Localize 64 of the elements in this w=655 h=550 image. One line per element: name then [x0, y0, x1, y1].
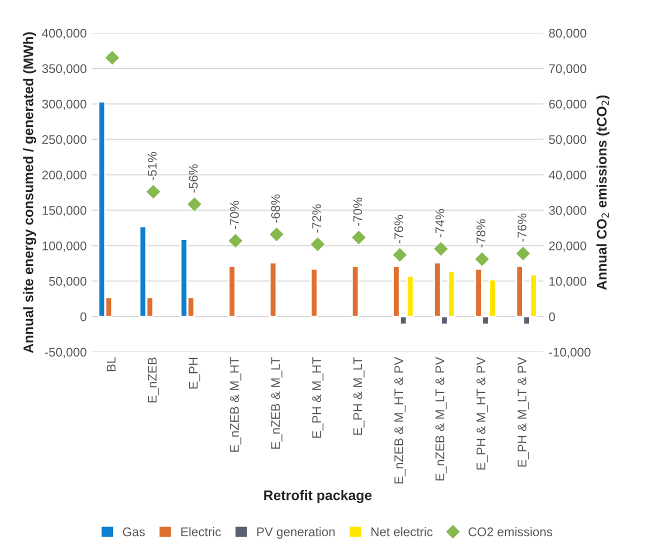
- x-tick-label: E_PH & M_HT & PV: [476, 356, 488, 470]
- bar: [228, 266, 236, 318]
- x-tick-label: BL: [106, 357, 116, 372]
- point: [270, 228, 284, 241]
- annotation: -70%: [353, 198, 362, 226]
- y-tick-label: 400,000: [42, 28, 86, 40]
- point: [228, 234, 242, 248]
- x-tick-label: E_nZEB & M_HT & PV: [394, 356, 406, 484]
- legend-label: CO2 emissions: [468, 527, 552, 536]
- x-tick-label: E_nZEB & M_LT & PV: [436, 356, 447, 480]
- x-tick-label: E_nZEB & M_HT: [230, 357, 242, 452]
- legend-label: Electric: [181, 527, 221, 536]
- point: [434, 242, 448, 256]
- annotation: -78%: [476, 219, 486, 248]
- x-tick-label: E_nZEB: [148, 358, 160, 402]
- y-tick-label: 250,000: [42, 135, 86, 146]
- bar: [269, 262, 277, 318]
- annotation: -56%: [188, 164, 198, 193]
- y2-axis-title: Annual CO$_{2}$ emissions (tCO$_{2}$): [596, 95, 610, 290]
- y-tick-label: 200,000: [42, 170, 86, 181]
- annotation: -68%: [271, 194, 280, 223]
- annotation: -70%: [230, 200, 239, 230]
- x-tick-label: E_PH & M_LT & PV: [518, 356, 529, 467]
- point: [475, 252, 489, 266]
- y-tick-label: 300,000: [42, 100, 86, 110]
- point: [188, 198, 202, 211]
- y2-tick-label: 20,000: [549, 241, 586, 252]
- y2-tick-label: 60,000: [549, 100, 586, 110]
- legend-label: Gas: [122, 527, 145, 536]
- legend-label: Net electric: [371, 527, 433, 536]
- x-tick-label: E_PH & M_LT: [353, 357, 364, 435]
- annotation: -76%: [394, 215, 404, 244]
- y2-tick-label: 70,000: [549, 64, 586, 75]
- bar: [310, 268, 318, 318]
- bar: [351, 266, 360, 318]
- point: [393, 248, 406, 262]
- y2-tick-label: 0: [549, 312, 555, 322]
- x-tick-label: E_nZEB & M_LT: [271, 357, 282, 449]
- y2-tick-label: 30,000: [548, 206, 586, 216]
- y2-tick-label: 50,000: [549, 135, 586, 146]
- annotation: -51%: [148, 152, 157, 180]
- point: [146, 185, 160, 198]
- legend-label: PV generation: [257, 527, 335, 539]
- y2-tick-label: -10,000: [549, 348, 590, 358]
- annotation: -72%: [312, 204, 321, 233]
- point: [352, 230, 366, 244]
- point: [106, 51, 119, 64]
- y-tick-label: -50,000: [45, 348, 86, 358]
- annotation: -76%: [518, 214, 526, 242]
- point: [311, 238, 324, 251]
- x-tick-label: E_PH & M_HT: [312, 357, 324, 438]
- point: [516, 246, 530, 260]
- y-tick-label: 50,000: [49, 276, 86, 288]
- y-axis-title: Annual site energy consumed / generated (MWh): [23, 32, 36, 354]
- y-tick-label: 350,000: [42, 64, 86, 75]
- y2-tick-label: 10,000: [549, 276, 586, 288]
- y-tick-label: 0: [80, 312, 86, 322]
- y-tick-label: 150,000: [42, 206, 86, 216]
- x-axis-title: Retrofit package: [264, 490, 372, 504]
- y-tick-label: 100,000: [42, 241, 86, 252]
- x-tick-label: E_PH: [189, 358, 200, 388]
- annotation: -74%: [435, 209, 444, 238]
- y2-tick-label: 40,000: [548, 170, 586, 181]
- y2-tick-label: 80,000: [549, 28, 586, 40]
